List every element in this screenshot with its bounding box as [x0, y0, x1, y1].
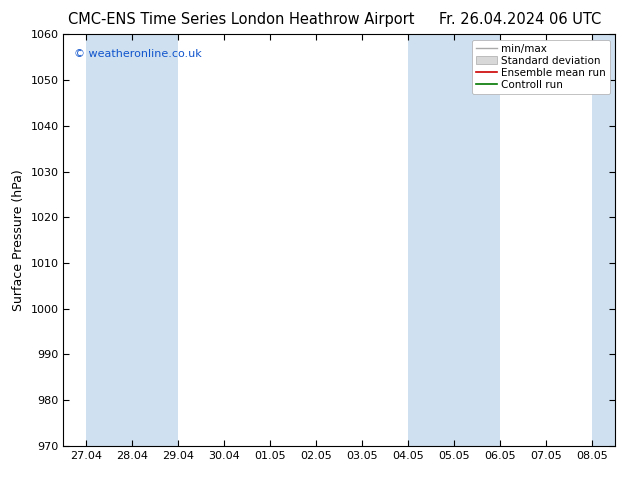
Text: Fr. 26.04.2024 06 UTC: Fr. 26.04.2024 06 UTC: [439, 12, 601, 27]
Legend: min/max, Standard deviation, Ensemble mean run, Controll run: min/max, Standard deviation, Ensemble me…: [472, 40, 610, 94]
Bar: [408, 34, 500, 446]
Text: CMC-ENS Time Series London Heathrow Airport: CMC-ENS Time Series London Heathrow Airp…: [68, 12, 414, 27]
Bar: [592, 34, 615, 446]
Text: © weatheronline.co.uk: © weatheronline.co.uk: [74, 49, 202, 59]
Bar: [86, 34, 178, 446]
Y-axis label: Surface Pressure (hPa): Surface Pressure (hPa): [12, 169, 25, 311]
